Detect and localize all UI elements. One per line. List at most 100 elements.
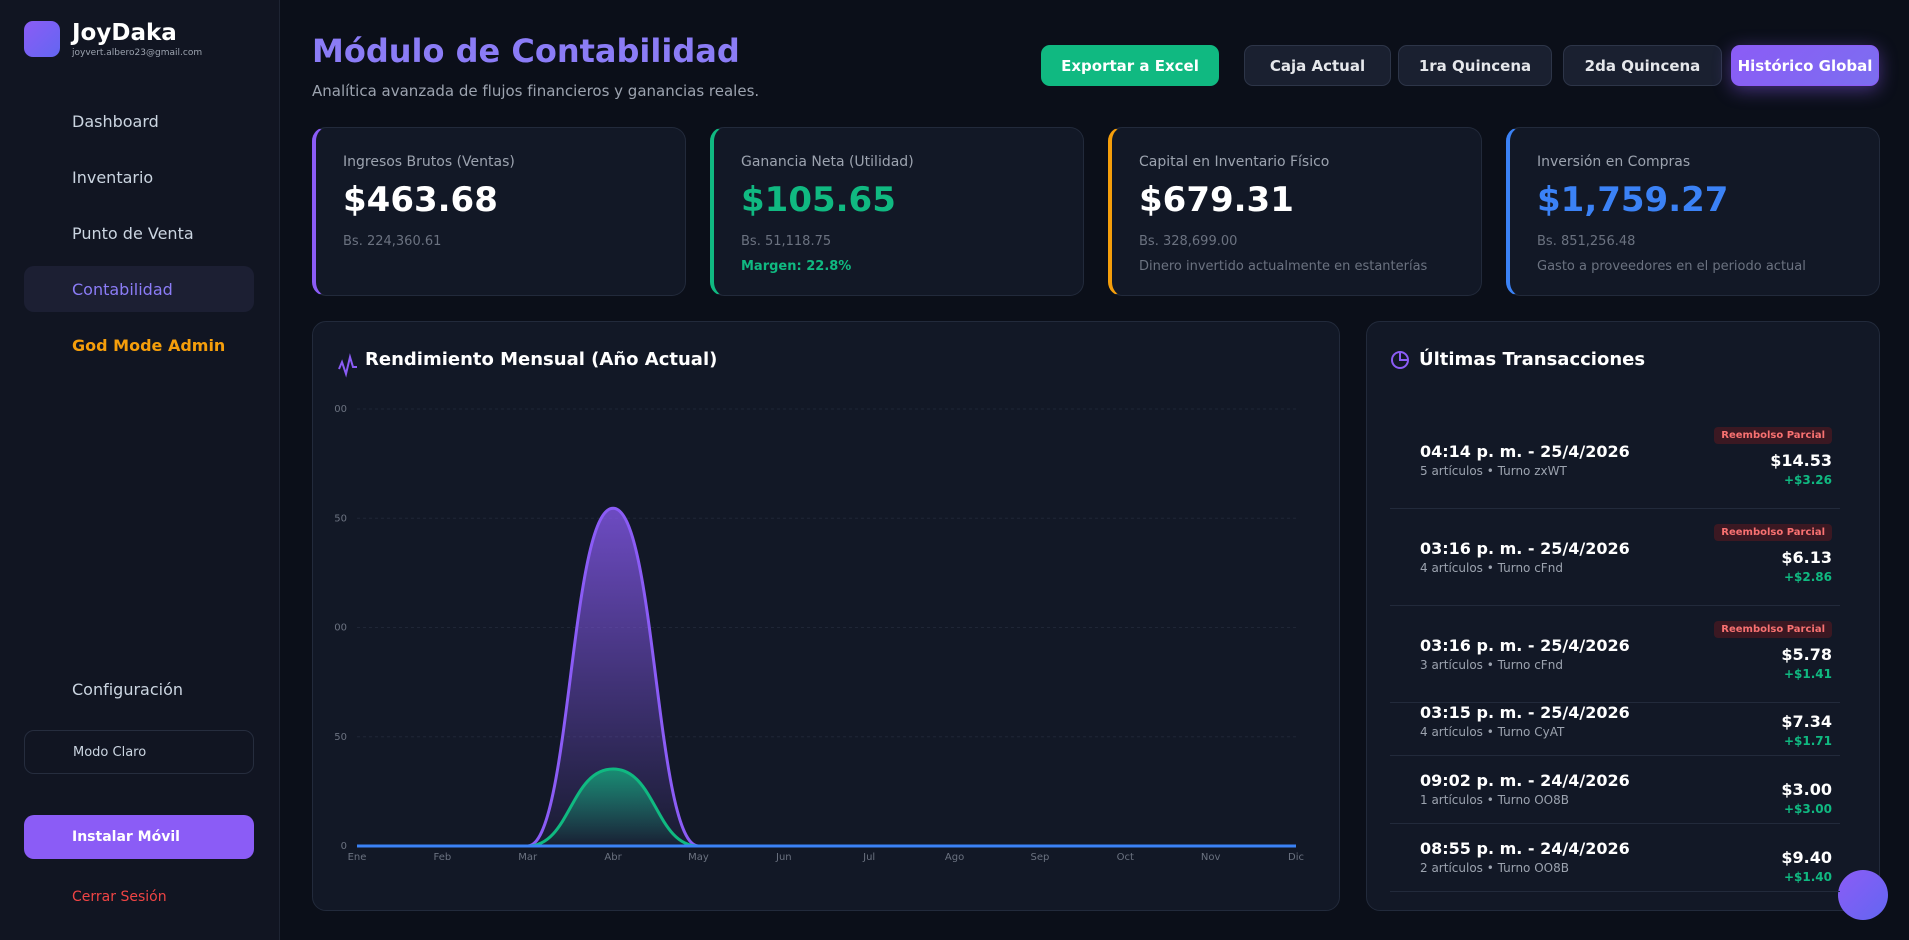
series-line <box>357 767 1296 848</box>
transaction-row[interactable]: 08:55 p. m. - 24/4/2026 2 artículos • Tur… <box>1390 824 1840 892</box>
x-tick-label: May <box>688 852 709 863</box>
tx-detail: 3 artículos • Turno cFnd <box>1420 657 1563 672</box>
nav-item[interactable]: God Mode Admin <box>72 335 226 355</box>
chart-icon <box>338 353 357 378</box>
tx-total: $6.13 <box>1781 547 1832 567</box>
filter-button[interactable]: 2da Quincena <box>1563 45 1722 86</box>
series-line <box>357 506 1296 848</box>
transaction-row[interactable]: 03:16 p. m. - 25/4/2026 4 artículos • Tur… <box>1390 509 1840 606</box>
page-title: Módulo de Contabilidad <box>312 32 740 70</box>
tx-detail: 4 artículos • Turno cFnd <box>1420 560 1563 575</box>
tx-detail: 5 artículos • Turno zxWT <box>1420 463 1567 478</box>
tx-profit: +$1.41 <box>1783 666 1832 681</box>
tx-time: 09:02 p. m. - 24/4/2026 <box>1420 771 1630 790</box>
stat-note: Margen: 22.8% <box>741 259 852 274</box>
stat-label: Capital en Inventario Físico <box>1139 154 1330 170</box>
filter-button[interactable]: 1ra Quincena <box>1398 45 1552 86</box>
stat-note: Gasto a proveedores en el periodo actual <box>1537 259 1806 274</box>
tx-total: $14.53 <box>1770 450 1832 470</box>
x-tick-label: Ene <box>348 852 367 863</box>
x-tick-label: Nov <box>1201 852 1221 863</box>
x-tick-label: Jun <box>775 852 792 863</box>
settings[interactable]: Configuración <box>72 679 184 699</box>
assistant-button[interactable] <box>1838 870 1888 920</box>
y-tick-label: 50 <box>334 513 347 524</box>
transaction-row[interactable]: 03:15 p. m. - 25/4/2026 4 artículos • Tur… <box>1390 688 1840 756</box>
y-tick-label: 00 <box>334 623 347 634</box>
stat-bs: Bs. 51,118.75 <box>741 234 832 249</box>
stat-value: $463.68 <box>343 180 498 220</box>
chart-panel: Rendimiento Mensual (Año Actual) 0 50 00 50… <box>312 321 1340 911</box>
logout[interactable]: Cerrar Sesión <box>72 889 167 905</box>
tx-time: 08:55 p. m. - 24/4/2026 <box>1420 839 1630 858</box>
chart: 0 50 00 50 00 Ene Feb Mar Abr May Jun Jul Ago Sep Oct N… <box>334 353 1304 863</box>
tx-total: $9.40 <box>1781 848 1832 867</box>
tx-total: $5.78 <box>1781 644 1832 664</box>
x-tick-label: Jul <box>862 852 875 863</box>
email: joyvert.albero23@gmail.com <box>72 48 203 58</box>
tx-time: 03:16 p. m. - 25/4/2026 <box>1420 635 1630 655</box>
tx-total: $7.34 <box>1781 712 1832 731</box>
filter-button[interactable]: Histórico Global <box>1731 45 1879 86</box>
tx-badge: Reembolso Parcial <box>1714 426 1832 444</box>
tx-time: 03:15 p. m. - 25/4/2026 <box>1420 703 1630 722</box>
x-tick-label: Oct <box>1117 852 1134 863</box>
brand: JoyDaka <box>72 20 177 46</box>
tx-profit: +$1.40 <box>1783 870 1832 884</box>
tx-detail: 4 artículos • Turno CyAT <box>1420 725 1565 739</box>
tx-icon <box>1391 351 1409 369</box>
tx-profit: +$3.00 <box>1783 802 1832 816</box>
tx-total: $3.00 <box>1781 780 1832 799</box>
tx-profit: +$2.86 <box>1783 569 1832 584</box>
transaction-row[interactable]: 03:16 p. m. - 25/4/2026 3 artículos • Tur… <box>1390 606 1840 703</box>
transaction-row[interactable]: 04:14 p. m. - 25/4/2026 5 artículos • Tur… <box>1390 412 1840 509</box>
stat-value: $679.31 <box>1139 180 1294 220</box>
x-tick-label: Abr <box>604 852 622 863</box>
x-tick-label: Feb <box>434 852 452 863</box>
stat-value: $105.65 <box>741 180 896 220</box>
y-tick-label: 50 <box>334 732 347 743</box>
stat-bs: Bs. 224,360.61 <box>343 234 442 249</box>
tx-profit: +$1.71 <box>1783 734 1832 748</box>
y-tick-label: 0 <box>341 841 347 852</box>
stat-value: $1,759.27 <box>1537 180 1729 220</box>
nav-item[interactable]: Punto de Venta <box>72 223 194 243</box>
stat-bs: Bs. 328,699.00 <box>1139 234 1238 249</box>
sidebar: JoyDaka joyvert.albero23@gmail.com Confi… <box>0 0 280 940</box>
nav-item[interactable]: Inventario <box>72 167 154 187</box>
nav-item[interactable]: Dashboard <box>72 111 159 131</box>
logo <box>24 21 60 57</box>
y-tick-label: 00 <box>334 404 347 415</box>
stat-note: Dinero invertido actualmente en estanter… <box>1139 259 1428 274</box>
tx-badge: Reembolso Parcial <box>1714 620 1832 638</box>
stat-label: Inversión en Compras <box>1537 154 1691 170</box>
stat-label: Ingresos Brutos (Ventas) <box>343 154 515 170</box>
install-button[interactable]: Instalar Móvil <box>24 815 254 859</box>
stat-bs: Bs. 851,256.48 <box>1537 234 1636 249</box>
tx-profit: +$3.26 <box>1783 472 1832 487</box>
chart-title: Rendimiento Mensual (Año Actual) <box>365 349 718 370</box>
tx-time: 03:16 p. m. - 25/4/2026 <box>1420 538 1630 558</box>
tx-title: Últimas Transacciones <box>1419 349 1646 370</box>
x-tick-label: Dic <box>1288 852 1304 863</box>
transaction-row[interactable]: 09:02 p. m. - 24/4/2026 1 artículos • Tur… <box>1390 756 1840 824</box>
theme-toggle[interactable]: Modo Claro <box>24 730 254 774</box>
series-area <box>357 508 1296 846</box>
stat-label: Ganancia Neta (Utilidad) <box>741 154 914 170</box>
transactions-panel: Últimas Transacciones <box>1366 321 1880 911</box>
page-subtitle: Analítica avanzada de flujos financieros… <box>312 82 760 100</box>
tx-badge: Reembolso Parcial <box>1714 523 1832 541</box>
x-tick-label: Mar <box>518 852 538 863</box>
filter-button[interactable]: Exportar a Excel <box>1041 45 1219 86</box>
tx-time: 04:14 p. m. - 25/4/2026 <box>1420 441 1630 461</box>
tx-detail: 1 artículos • Turno OO8B <box>1420 793 1569 807</box>
filter-button[interactable]: Caja Actual <box>1244 45 1391 86</box>
nav-item[interactable]: Contabilidad <box>24 266 254 312</box>
stat-card: Inversión en Compras $1,759.27 Bs. 851,256… <box>1506 127 1880 296</box>
x-tick-label: Sep <box>1030 852 1049 863</box>
stat-card: Ganancia Neta (Utilidad) $105.65 Bs. 51,11… <box>710 127 1084 296</box>
stat-card: Ingresos Brutos (Ventas) $463.68 Bs. 224,3… <box>312 127 686 296</box>
tx-detail: 2 artículos • Turno OO8B <box>1420 861 1569 875</box>
